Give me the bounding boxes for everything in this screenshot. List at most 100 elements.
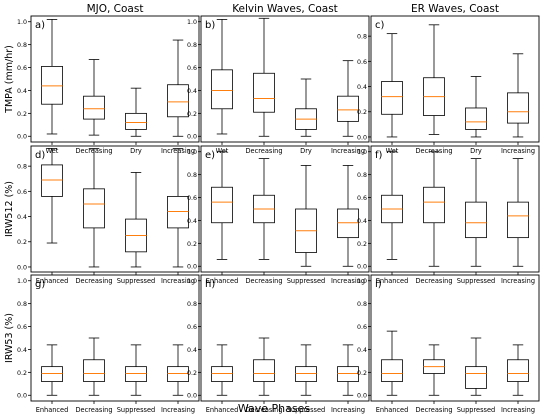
- y-tick-label: 0.2: [187, 111, 197, 118]
- box-enhanced: [211, 344, 233, 396]
- panel-letter: d): [35, 150, 45, 161]
- box-suppressed: [465, 158, 487, 267]
- y-tick-label: 0.0: [357, 264, 367, 271]
- y-tick-label: 0.2: [187, 370, 197, 377]
- box-iqr: [337, 95, 359, 122]
- panel-a: MJO, Coast a) TMPA (mm/hr) 0.0 0.2 0.4 0.6 0.8 1…: [4, 3, 200, 155]
- box-iqr: [507, 359, 529, 382]
- box-iqr: [337, 366, 359, 382]
- x-tick-label: Increasing: [331, 406, 365, 414]
- y-axis-label: IRW53 (%): [4, 313, 15, 363]
- x-tick-label: Increasing: [161, 406, 195, 414]
- box-iqr: [465, 201, 487, 239]
- y-tick-label: 0.6: [17, 65, 27, 72]
- y-tick-label: 0.2: [357, 241, 367, 248]
- box-iqr: [295, 366, 317, 382]
- x-tick-label: Increasing: [331, 277, 365, 285]
- y-tick-label: 0.0: [187, 134, 197, 141]
- y-tick-label: 0.2: [357, 109, 367, 116]
- panel-title: MJO, Coast: [87, 3, 144, 15]
- x-tick-label: Decreasing: [75, 406, 112, 414]
- box-iqr: [211, 186, 233, 224]
- y-tick-label: 1.0: [17, 19, 27, 26]
- y-tick-label: 0.8: [17, 42, 27, 49]
- x-tick-label: Increasing: [501, 277, 535, 285]
- box-iqr: [83, 188, 105, 229]
- box-increasing: [507, 344, 529, 396]
- x-tick-label: Suppressed: [287, 277, 325, 285]
- x-tick-label: Wet: [216, 147, 229, 155]
- y-axis-label: IRW512 (%): [4, 181, 15, 237]
- y-tick-label: 0.4: [17, 214, 27, 221]
- x-tick-label: Decreasing: [245, 147, 282, 155]
- y-tick-label: 0.4: [187, 347, 197, 354]
- panel-c: ER Waves, Coast c) 0.0 0.2 0.4 0.6 0.8 Wet Decre…: [357, 3, 540, 155]
- box-increasing: [167, 344, 189, 396]
- box-wet: [381, 33, 403, 138]
- box-iqr: [167, 366, 189, 382]
- x-tick-label: Decreasing: [415, 147, 452, 155]
- box-enhanced: [41, 148, 63, 244]
- plot-frame: [370, 15, 540, 143]
- panel-letter: c): [375, 20, 384, 31]
- x-tick-label: Increasing: [161, 277, 195, 285]
- x-tick-label: Decreasing: [75, 277, 112, 285]
- plot-frame: [200, 145, 370, 273]
- box-iqr: [125, 366, 147, 382]
- x-tick-label: Dry: [470, 147, 482, 155]
- y-tick-label: 0.0: [17, 264, 27, 271]
- x-tick-label: Suppressed: [287, 406, 325, 414]
- panel-i: i) 0.0 0.2 0.4 0.6 0.8 1.0 Enhanced Decreasing Su…: [357, 274, 540, 414]
- box-suppressed: [125, 172, 147, 268]
- x-tick-label: Suppressed: [457, 277, 495, 285]
- y-tick-label: 0.2: [17, 111, 27, 118]
- box-decreasing: [253, 158, 275, 260]
- y-tick-label: 0.2: [17, 239, 27, 246]
- panel-letter: e): [205, 150, 215, 161]
- panel-letter: i): [375, 279, 382, 290]
- y-tick-label: 0.0: [357, 393, 367, 400]
- y-tick-label: 0.4: [357, 347, 367, 354]
- x-tick-label: Increasing: [501, 147, 535, 155]
- y-tick-label: 0.6: [357, 195, 367, 202]
- panel-letter: h): [205, 279, 215, 290]
- y-tick-label: 0.0: [187, 264, 197, 271]
- plot-frame: [200, 274, 370, 402]
- box-decreasing: [253, 337, 275, 396]
- box-dry: [465, 76, 487, 138]
- panel-title: ER Waves, Coast: [411, 3, 499, 15]
- box-iqr: [83, 359, 105, 382]
- box-iqr: [507, 201, 529, 239]
- box-iqr: [507, 92, 529, 124]
- panel-title: Kelvin Waves, Coast: [232, 3, 338, 15]
- box-decreasing: [423, 344, 445, 396]
- panel-letter: g): [35, 279, 45, 290]
- box-iqr: [41, 366, 63, 382]
- y-tick-label: 0.4: [357, 218, 367, 225]
- box-iqr: [211, 366, 233, 382]
- plot-frame: [370, 145, 540, 273]
- x-tick-label: Enhanced: [376, 277, 409, 285]
- y-tick-label: 0.6: [17, 324, 27, 331]
- box-iqr: [211, 69, 233, 110]
- x-tick-label: Decreasing: [415, 277, 452, 285]
- box-increasing: [337, 344, 359, 396]
- box-iqr: [337, 208, 359, 239]
- y-tick-label: 0.4: [17, 88, 27, 95]
- panel-f: f) 0.0 0.2 0.4 0.6 0.8 1.0 Enhanced Decreasing Su…: [357, 145, 540, 285]
- box-iqr: [423, 186, 445, 224]
- x-axis-label: Wave Phases: [238, 402, 311, 415]
- box-wet: [41, 19, 63, 135]
- box-decreasing: [83, 148, 105, 268]
- y-axis-label: TMPA (mm/hr): [4, 45, 15, 114]
- box-increasing: [507, 158, 529, 267]
- panel-d: d) IRW512 (%) 0.0 0.2 0.4 0.6 0.8 Enhanced Decre…: [4, 145, 200, 285]
- box-suppressed: [295, 344, 317, 396]
- box-enhanced: [41, 344, 63, 396]
- box-decreasing: [423, 151, 445, 267]
- box-suppressed: [465, 337, 487, 396]
- y-tick-label: 1.0: [187, 278, 197, 285]
- box-decreasing: [253, 17, 275, 137]
- y-tick-label: 0.8: [17, 301, 27, 308]
